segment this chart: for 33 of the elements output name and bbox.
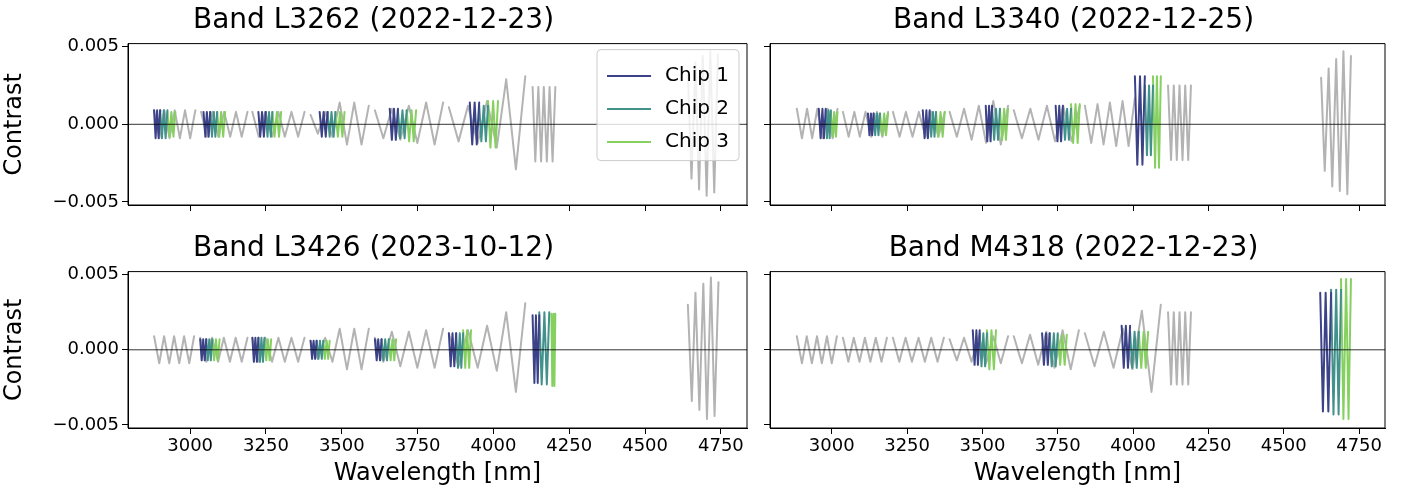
chart-title: Band L3340 (2022-12-25) [892,2,1255,36]
x-tick-label: 4000 [1110,434,1156,456]
x-tick-label: 4250 [1185,434,1232,456]
legend-label: Chip 1 [665,62,730,87]
y-tick-label: 0.000 [67,111,119,133]
legend-label: Chip 3 [665,128,730,153]
y-axis-title: Contrast [0,298,27,402]
chart-title: Band M4318 (2022-12-23) [888,230,1259,264]
x-tick-label: 3500 [318,434,365,456]
x-tick-label: 3750 [394,434,441,456]
legend-label: Chip 2 [665,95,730,120]
x-tick-label: 3750 [1034,434,1081,456]
y-tick-label: 0.005 [67,262,119,284]
x-tick-label: 4000 [470,434,517,456]
x-tick-label: 3250 [243,434,289,456]
x-tick-label: 4250 [546,434,593,456]
chart-title: Band L3426 (2023-10-12) [192,230,555,264]
y-tick-label: 0.000 [67,337,119,359]
x-tick-label: 4750 [698,434,744,456]
x-axis-title: Wavelength [nm] [333,457,542,486]
x-tick-label: 3500 [959,434,1006,456]
y-tick-label: 0.005 [67,34,119,56]
x-axis-title: Wavelength [nm] [973,457,1182,486]
x-tick-label: 3000 [167,434,214,456]
y-tick-label: −0.005 [52,412,119,434]
x-tick-label: 4500 [622,434,668,456]
y-axis-title: Contrast [0,73,27,176]
x-tick-label: 3250 [884,434,931,456]
chart-title: Band L3262 (2022-12-23) [192,2,555,36]
x-tick-label: 4750 [1336,434,1382,456]
y-tick-label: −0.005 [52,189,119,211]
x-tick-label: 3000 [808,434,855,456]
x-tick-label: 4500 [1260,434,1307,456]
